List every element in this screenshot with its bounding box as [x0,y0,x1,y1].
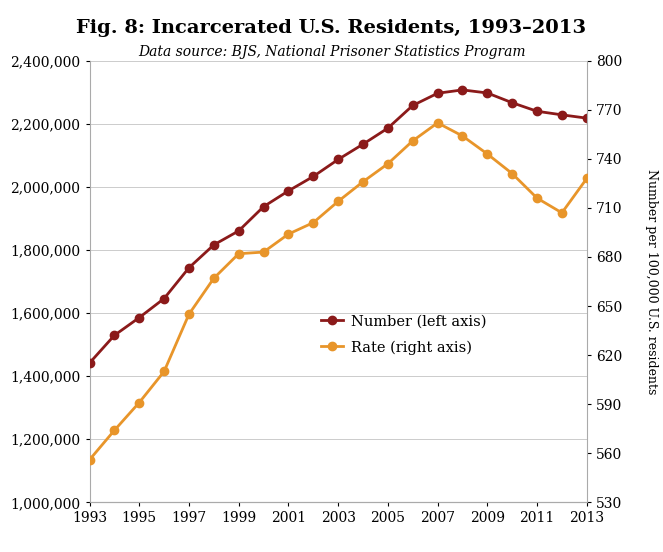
Rate (right axis) [309,219,317,226]
Rate (right axis) [359,178,367,185]
Rate (right axis) [160,368,168,375]
Number (left axis) [235,227,243,234]
Number (left axis) [458,87,466,93]
Line: Number (left axis): Number (left axis) [86,86,591,367]
Rate (right axis) [135,399,143,406]
Rate (right axis) [458,132,466,139]
Rate (right axis) [86,457,93,463]
Number (left axis) [558,112,566,118]
Rate (right axis) [483,151,491,157]
Rate (right axis) [434,120,442,126]
Text: Data source: BJS, National Prisoner Statistics Program: Data source: BJS, National Prisoner Stat… [138,45,525,59]
Y-axis label: Number per 100,000 U.S. residents: Number per 100,000 U.S. residents [644,169,658,394]
Rate (right axis) [111,427,119,434]
Number (left axis) [135,314,143,321]
Rate (right axis) [259,249,267,256]
Rate (right axis) [384,161,392,167]
Number (left axis) [284,188,292,194]
Number (left axis) [384,125,392,131]
Number (left axis) [359,141,367,147]
Number (left axis) [210,242,217,248]
Rate (right axis) [508,170,516,177]
Rate (right axis) [235,251,243,257]
Legend: Number (left axis), Rate (right axis): Number (left axis), Rate (right axis) [316,309,492,360]
Number (left axis) [259,203,267,210]
Rate (right axis) [334,198,342,205]
Rate (right axis) [284,231,292,237]
Number (left axis) [408,102,416,109]
Number (left axis) [483,89,491,96]
Rate (right axis) [558,210,566,216]
Number (left axis) [434,90,442,97]
Number (left axis) [309,173,317,180]
Rate (right axis) [185,311,193,317]
Number (left axis) [334,156,342,163]
Number (left axis) [508,99,516,106]
Number (left axis) [111,332,119,339]
Rate (right axis) [408,137,416,144]
Number (left axis) [185,264,193,271]
Line: Rate (right axis): Rate (right axis) [86,119,591,464]
Rate (right axis) [210,275,217,282]
Number (left axis) [583,115,591,121]
Number (left axis) [86,360,93,367]
Number (left axis) [160,295,168,302]
Rate (right axis) [533,195,541,201]
Number (left axis) [533,108,541,115]
Rate (right axis) [583,175,591,182]
Text: Fig. 8: Incarcerated U.S. Residents, 1993–2013: Fig. 8: Incarcerated U.S. Residents, 199… [76,19,587,38]
